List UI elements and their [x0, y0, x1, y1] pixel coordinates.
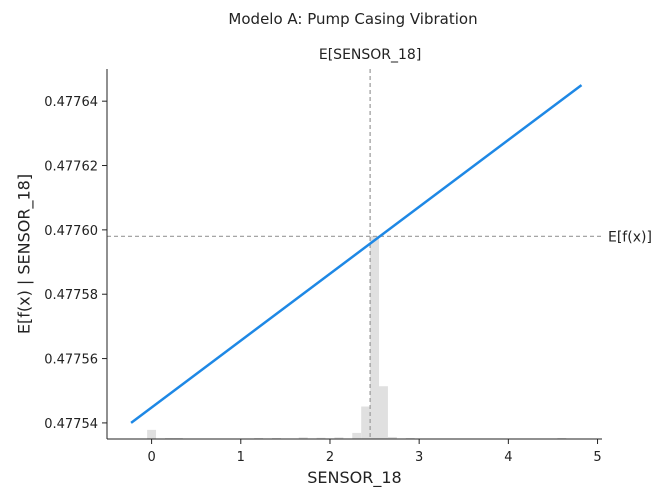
x-tick-label: 3 [415, 450, 423, 465]
histogram [147, 236, 567, 439]
x-tick-label: 2 [326, 450, 334, 465]
histogram-bar-8 [352, 432, 362, 439]
y-axis-ticks: 0.47754 0.47756 0.47758 0.47760 0.47762 0.477… [44, 95, 107, 432]
x-tick-label: 1 [237, 450, 245, 465]
y-tick-label: 0.47758 [44, 288, 98, 303]
series-layer [130, 84, 583, 424]
expected-y-label: E[f(x)] [608, 229, 652, 245]
y-tick-label: 0.47764 [44, 95, 98, 110]
histogram-bar-11 [379, 386, 388, 439]
histogram-bar-9 [361, 406, 371, 439]
x-axis-ticks: 0 1 2 3 4 5 [147, 439, 602, 465]
histogram-bar-5 [298, 437, 308, 439]
y-tick-label: 0.47754 [44, 417, 98, 432]
histogram-bar-10 [370, 236, 380, 439]
y-tick-label: 0.47760 [44, 224, 98, 239]
x-axis-title: SENSOR_18 [307, 468, 401, 488]
x-tick-label: 0 [147, 450, 155, 465]
chart-title: Modelo A: Pump Casing Vibration [228, 10, 477, 28]
series-line-0 [130, 84, 583, 424]
histogram-bar-12 [387, 436, 397, 439]
y-tick-label: 0.47762 [44, 160, 98, 175]
x-tick-label: 5 [593, 450, 601, 465]
y-tick-label: 0.47756 [44, 353, 98, 368]
x-tick-label: 4 [504, 450, 512, 465]
histogram-bar-6 [316, 437, 326, 439]
expected-x-label: E[SENSOR_18] [319, 47, 421, 63]
y-axis-title: E[f(x) | SENSOR_18] [15, 174, 35, 334]
histogram-bar-7 [334, 437, 344, 439]
histogram-bar-0 [147, 429, 157, 439]
